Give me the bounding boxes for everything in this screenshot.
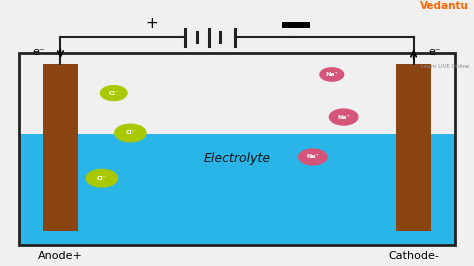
Text: Na⁺: Na⁺ — [326, 72, 338, 77]
Text: +: + — [146, 16, 158, 31]
Bar — [282, 22, 310, 28]
Text: e⁻: e⁻ — [33, 47, 46, 57]
Text: Cl⁻: Cl⁻ — [97, 176, 107, 181]
Text: Anode+: Anode+ — [38, 251, 83, 261]
Text: Learn LIVE Online: Learn LIVE Online — [421, 64, 469, 69]
Text: Na⁺: Na⁺ — [307, 155, 319, 159]
Circle shape — [299, 149, 327, 165]
Text: e⁻: e⁻ — [428, 47, 441, 57]
Circle shape — [329, 109, 358, 125]
Circle shape — [86, 169, 118, 187]
Text: Cl⁻: Cl⁻ — [109, 91, 118, 95]
Circle shape — [100, 86, 127, 101]
Circle shape — [115, 124, 146, 142]
Text: Electrolyte: Electrolyte — [203, 152, 271, 165]
Text: Cl⁻: Cl⁻ — [126, 131, 135, 135]
Bar — [396, 64, 431, 231]
Text: Cathode-: Cathode- — [388, 251, 439, 261]
Bar — [43, 64, 78, 231]
Text: Vedantu: Vedantu — [420, 1, 469, 11]
Text: Na⁺: Na⁺ — [337, 115, 350, 119]
Circle shape — [320, 68, 344, 81]
Bar — [19, 134, 455, 245]
Bar — [19, 53, 455, 245]
